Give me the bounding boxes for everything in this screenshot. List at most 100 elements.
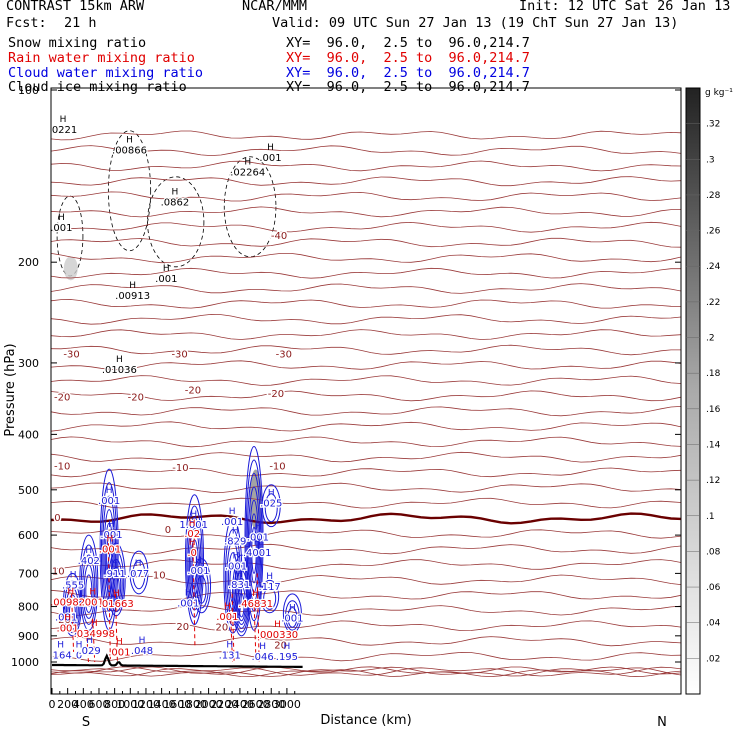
rain-contour	[92, 618, 96, 663]
snow-max-value: .0221	[49, 125, 78, 136]
snow-contour	[147, 176, 205, 268]
isotherm-label: -10	[54, 461, 70, 472]
isotherm-label: 10	[153, 571, 166, 582]
cloud-water-max-value: 1.001	[179, 520, 208, 531]
isotherm-label: 20	[274, 640, 287, 651]
isotherm	[51, 421, 681, 432]
forecast-label: Fcst:	[6, 15, 47, 31]
cloud-water-contour	[129, 550, 149, 595]
rain-max-marker: H	[64, 613, 71, 623]
temperature-isotherms	[51, 130, 681, 678]
x-tick-label: 400	[73, 698, 94, 711]
cloud-water-contours	[62, 445, 302, 637]
colorbar-tick-label: .12	[706, 476, 720, 486]
isotherm-label: 20	[216, 622, 229, 633]
rain-max-marker: H	[116, 638, 123, 648]
cloud-water-max-value: .195	[276, 652, 298, 663]
y-tick-label: 900	[18, 630, 39, 643]
field-xy-cloud-ice: XY= 96.0, 2.5 to 96.0,214.7	[286, 79, 530, 95]
field-xy-rain: XY= 96.0, 2.5 to 96.0,214.7	[286, 50, 530, 66]
colorbar-unit: g kg⁻¹	[705, 88, 733, 98]
snow-max-marker: H	[290, 69, 297, 79]
isotherm-label: 20	[176, 622, 189, 633]
colorbar-tick-label: .08	[706, 547, 721, 557]
colorbar-tick-label: .3	[706, 155, 715, 165]
isotherm	[51, 467, 681, 478]
x-tick-label: 2000	[195, 698, 223, 711]
cloud-water-contour	[85, 574, 93, 608]
cloud-water-max-marker: H	[232, 526, 239, 536]
isotherm	[51, 130, 681, 141]
snow-max-value: .00866	[112, 145, 147, 156]
rain-max-marker: H	[91, 619, 98, 629]
isotherm	[51, 620, 681, 632]
maxima-labels: H.0221H.001H.00866H.00913H.01036H.0862H.…	[49, 69, 306, 664]
y-tick-label: 200	[18, 256, 39, 269]
cloud-water-max-value: .001	[100, 530, 122, 541]
cloud-water-max-marker: H	[284, 642, 291, 652]
rain-max-value: .009827	[50, 597, 91, 608]
cloud-water-contour	[99, 468, 119, 631]
north-end-label: N	[657, 715, 667, 730]
cloud-water-max-value: .911	[104, 569, 126, 580]
rain-max-marker: H	[107, 534, 114, 544]
rain-max-value: .034998	[74, 629, 115, 640]
y-tick-label: 1000	[11, 656, 39, 669]
colorbar-tick-label: .26	[706, 227, 721, 237]
cloud-water-max-value: .829	[224, 536, 246, 547]
field-label-rain: Rain water mixing ratio	[8, 50, 195, 66]
freezing-level	[51, 512, 681, 525]
isotherm-label: -20	[128, 393, 144, 404]
snow-max-marker: H	[60, 115, 67, 125]
isotherm-label: -40	[271, 231, 287, 242]
cloud-water-contour	[192, 558, 212, 614]
cloud-water-contour	[249, 499, 260, 593]
header-block: CONTRAST 15km ARW NCAR/MMM Init: 12 UTC …	[0, 0, 740, 96]
plot-frame	[50, 87, 682, 695]
cloud-water-max-value: .001	[177, 598, 199, 609]
terrain-line	[52, 653, 303, 668]
rain-max-marker: H	[252, 589, 259, 599]
isotherm-label: -20	[268, 389, 284, 400]
cloud-water-max-value: .001	[221, 517, 243, 528]
cloud-water-max-value: .131	[219, 650, 241, 661]
cloud-water-contour	[186, 505, 203, 618]
colorbar-tick-label: .24	[706, 262, 721, 272]
x-tick-label: 2600	[242, 698, 270, 711]
isotherm	[51, 375, 681, 386]
axes: 0 200400600800100012001400160018002000220…	[11, 84, 681, 711]
isotherm	[51, 589, 681, 601]
x-tick-label: 2800	[257, 698, 285, 711]
cloud-water-max-marker: H	[85, 546, 92, 556]
isotherm-label: -30	[171, 349, 187, 360]
rain-contour	[192, 543, 196, 647]
cloud-water-contour	[194, 567, 209, 609]
snow-max-marker: H	[116, 355, 123, 365]
snow-max-value: .00913	[115, 291, 150, 302]
cloud-water-contour	[80, 544, 97, 625]
isotherm	[51, 206, 681, 218]
cloud-water-contour	[234, 570, 249, 629]
cloud-water-max-value: .001	[225, 562, 247, 573]
cloud-water-contour	[223, 517, 243, 634]
isotherm	[51, 406, 681, 417]
rain-max-marker: H	[67, 587, 74, 597]
x-tick-label: 3000	[273, 698, 301, 711]
isotherm-label: 0	[165, 525, 171, 536]
isotherm	[51, 283, 681, 294]
cloud-water-max-value: .831	[228, 580, 250, 591]
colorbar-tick-label: .2	[706, 334, 715, 344]
cloud-water-max-marker: H	[226, 640, 233, 650]
isotherm	[51, 651, 681, 662]
cloud-water-max-marker: H	[195, 556, 202, 566]
cloud-water-contour	[251, 526, 257, 574]
cloud-water-max-marker: H	[106, 486, 113, 496]
field-label-snow: Snow mixing ratio	[8, 35, 147, 51]
x-tick-label: 1000	[116, 698, 144, 711]
cloud-water-contour	[67, 594, 78, 627]
rain-contour	[85, 630, 89, 663]
rain-max-value: .000330	[257, 630, 298, 641]
cloud-water-max-marker: H	[135, 559, 142, 569]
rain-max-value: .001	[82, 597, 104, 608]
isotherm	[51, 145, 681, 157]
